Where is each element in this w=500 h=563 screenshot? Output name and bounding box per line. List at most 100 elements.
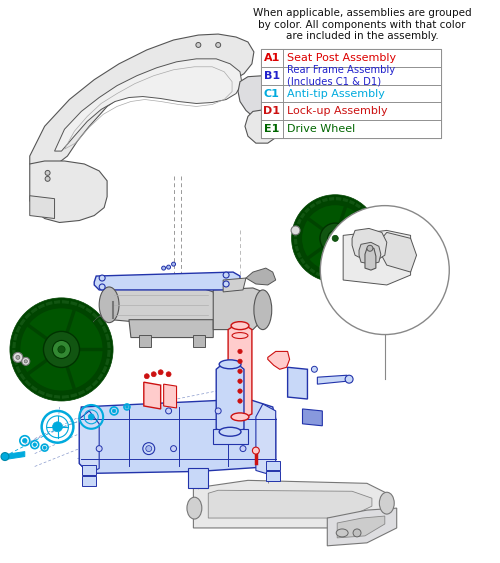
Polygon shape [337,516,385,538]
Ellipse shape [254,290,272,329]
Bar [261,120,282,138]
Polygon shape [194,480,387,528]
Polygon shape [216,364,244,433]
Text: A1: A1 [264,53,280,63]
Ellipse shape [336,529,348,537]
Circle shape [43,446,46,449]
Circle shape [16,355,20,359]
Polygon shape [208,490,372,518]
Circle shape [112,409,116,413]
Circle shape [96,446,102,452]
Text: D1: D1 [263,106,280,117]
Polygon shape [82,476,96,486]
Polygon shape [94,272,240,290]
Circle shape [44,332,80,368]
Polygon shape [5,452,25,459]
Polygon shape [223,278,246,292]
Polygon shape [164,384,176,408]
Text: C1: C1 [264,88,280,99]
Bar [282,84,442,102]
Circle shape [88,414,94,420]
Circle shape [52,341,70,359]
Polygon shape [328,508,396,546]
Circle shape [166,372,171,377]
Polygon shape [379,233,416,272]
Circle shape [320,205,450,334]
Circle shape [170,446,176,452]
Circle shape [353,529,361,537]
Circle shape [15,303,108,396]
Bar [261,49,282,67]
Polygon shape [288,367,308,399]
Polygon shape [352,229,387,260]
Circle shape [144,374,150,379]
Circle shape [312,367,318,372]
Circle shape [332,235,338,242]
Polygon shape [359,242,381,264]
Circle shape [223,272,229,278]
Polygon shape [246,268,276,285]
Circle shape [10,298,113,401]
Circle shape [20,308,103,391]
Bar [282,102,442,120]
Circle shape [294,196,377,280]
Circle shape [45,176,50,181]
Text: Rear Frame Assembly
(Includes C1 & D1): Rear Frame Assembly (Includes C1 & D1) [286,65,395,87]
Bar [261,67,282,84]
Polygon shape [80,411,99,473]
Circle shape [367,245,373,251]
Circle shape [126,405,128,408]
Circle shape [172,262,175,266]
Circle shape [302,204,369,272]
Polygon shape [109,285,216,325]
Circle shape [166,265,170,269]
Circle shape [238,369,242,373]
Text: When applicable, assemblies are grouped
by color. All components with that color: When applicable, assemblies are grouped … [252,8,472,42]
Circle shape [216,42,220,47]
Polygon shape [256,404,276,473]
Circle shape [240,446,246,452]
Circle shape [22,358,30,365]
Ellipse shape [187,497,202,519]
Polygon shape [266,461,280,471]
Ellipse shape [219,360,241,369]
Circle shape [1,453,9,461]
Ellipse shape [231,321,249,329]
Polygon shape [194,334,205,347]
Circle shape [146,446,152,452]
Circle shape [151,372,156,377]
Circle shape [22,439,27,443]
Polygon shape [188,468,208,488]
Text: B1: B1 [264,71,280,81]
Ellipse shape [380,492,394,514]
Circle shape [223,281,229,287]
Polygon shape [365,248,376,270]
Polygon shape [318,375,347,384]
Circle shape [345,375,353,383]
Ellipse shape [219,427,241,436]
Polygon shape [245,109,280,143]
Bar [282,67,442,84]
Circle shape [12,300,111,399]
Circle shape [296,200,374,277]
Bar [261,84,282,102]
Polygon shape [268,351,289,369]
Polygon shape [129,320,213,338]
Circle shape [58,346,65,353]
Polygon shape [213,288,266,329]
Circle shape [24,360,28,363]
Text: E1: E1 [264,124,280,134]
Bar [282,120,442,138]
Polygon shape [302,409,322,426]
Circle shape [143,443,154,454]
Bar [282,49,442,67]
Circle shape [52,422,62,432]
Polygon shape [238,75,282,118]
Polygon shape [139,334,150,347]
Circle shape [252,447,260,454]
Polygon shape [144,382,160,409]
Text: Seat Post Assembly: Seat Post Assembly [286,53,396,63]
Polygon shape [30,161,107,222]
Circle shape [291,226,300,235]
Bar [261,49,442,138]
